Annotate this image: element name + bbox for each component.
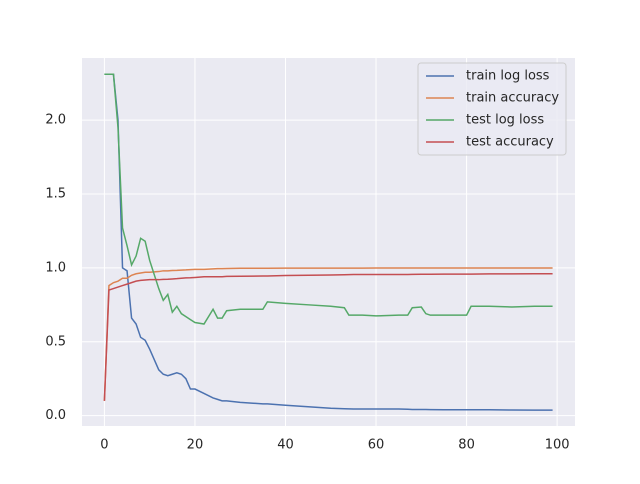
y-tick-label: 2.0 bbox=[45, 113, 66, 128]
y-tick-label: 0.0 bbox=[45, 408, 66, 423]
lines bbox=[103, 73, 553, 411]
y-tick-label: 1.0 bbox=[45, 260, 66, 275]
legend-label: test log loss bbox=[466, 113, 544, 128]
x-tick-label: 20 bbox=[187, 438, 204, 453]
x-tick-label: 60 bbox=[368, 438, 385, 453]
legend: train log loss train accuracy test log los… bbox=[417, 62, 567, 156]
x-tick-label: 100 bbox=[545, 438, 570, 453]
legend-box bbox=[417, 62, 567, 156]
series-line bbox=[103, 273, 553, 401]
axes: 0 20 40 60 80 100 0.0 0.5 1.0 1.5 2.0 bbox=[45, 113, 569, 453]
x-tick-label: 40 bbox=[277, 438, 294, 453]
series-line bbox=[103, 267, 553, 401]
series-line bbox=[104, 73, 553, 325]
series-line bbox=[104, 73, 553, 411]
x-tick-label: 0 bbox=[100, 438, 108, 453]
legend-label: train accuracy bbox=[466, 91, 559, 106]
legend-label: test accuracy bbox=[466, 135, 554, 150]
y-tick-label: 0.5 bbox=[45, 334, 66, 349]
x-tick-label: 80 bbox=[458, 438, 475, 453]
y-tick-label: 1.5 bbox=[45, 186, 66, 201]
legend-label: train log loss bbox=[466, 69, 550, 84]
